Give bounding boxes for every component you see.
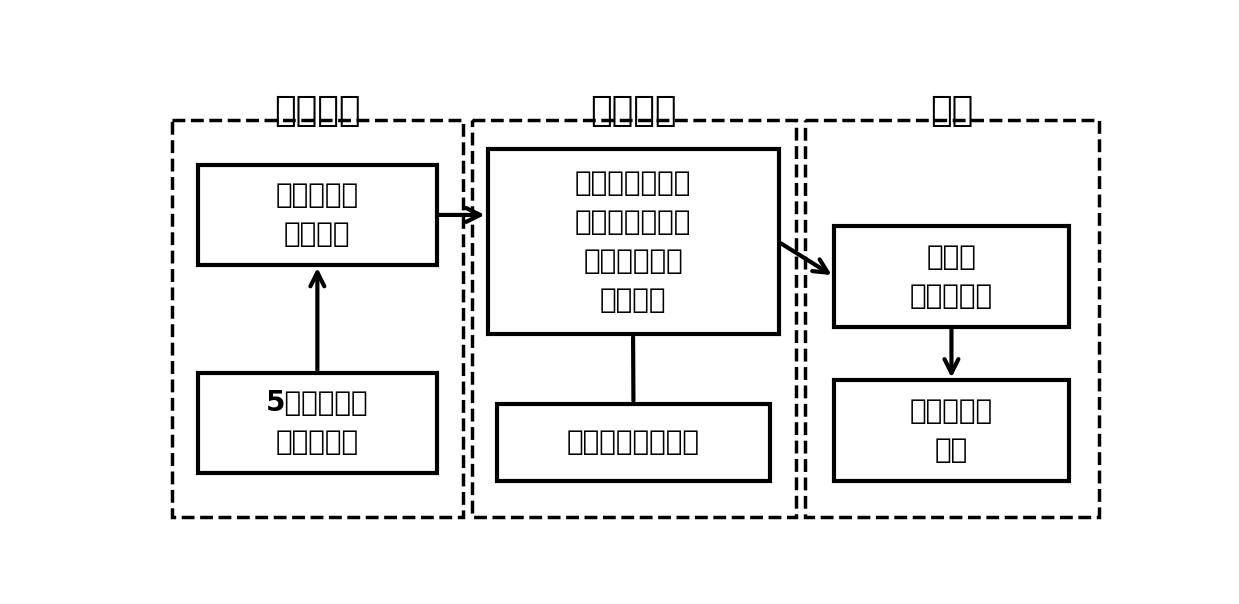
- Text: 示教测定: 示教测定: [274, 94, 361, 128]
- Bar: [172, 120, 463, 517]
- Bar: [805, 120, 1099, 517]
- Text: 工具头的运动路径: 工具头的运动路径: [567, 428, 700, 456]
- Text: 加工: 加工: [930, 94, 974, 128]
- Text: 离线编程: 离线编程: [591, 94, 676, 128]
- Text: 外部轴联动
加工: 外部轴联动 加工: [909, 397, 992, 464]
- Bar: [487, 149, 778, 334]
- Text: 5点示教测定
可旋转工件: 5点示教测定 可旋转工件: [266, 390, 369, 457]
- Text: 根据转台的旋转
角度确定机器人
程序源代码中
的基坐标: 根据转台的旋转 角度确定机器人 程序源代码中 的基坐标: [575, 169, 691, 314]
- Bar: [198, 373, 436, 473]
- Bar: [472, 120, 795, 517]
- Bar: [834, 226, 1069, 327]
- Bar: [198, 165, 436, 265]
- Bar: [497, 403, 771, 481]
- Text: 计算工件与
转台坐标: 计算工件与 转台坐标: [276, 181, 359, 248]
- Text: 机器人
程序源代码: 机器人 程序源代码: [909, 243, 992, 310]
- Bar: [834, 381, 1069, 481]
